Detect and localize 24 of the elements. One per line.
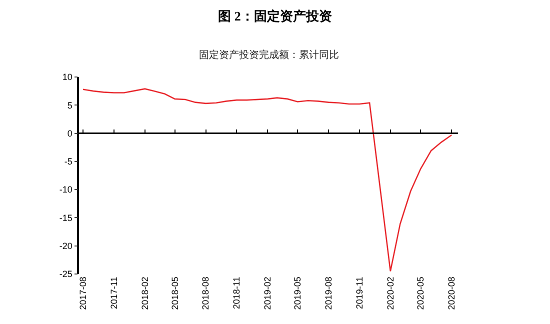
x-tick-label: 2020-08	[446, 276, 457, 310]
x-tick-label: 2018-05	[170, 276, 180, 310]
y-tick-label: -10	[59, 184, 72, 195]
y-tick-label: -25	[59, 269, 72, 280]
x-tick-label: 2019-11	[354, 276, 364, 310]
y-tick-label: 10	[62, 72, 72, 82]
x-tick-label: 2017-08	[78, 276, 88, 310]
line-series	[82, 88, 452, 272]
x-tick-label: 2020-05	[416, 276, 426, 310]
x-tick-label: 2017-11	[108, 276, 119, 310]
y-tick-label: 5	[67, 100, 72, 110]
chart-title: 图 2：固定资产投资	[218, 8, 332, 24]
y-tick-label: 0	[67, 128, 72, 138]
chart-subtitle: 固定资产投资完成额：累计同比	[199, 49, 339, 61]
x-tick-label: 2018-11	[232, 276, 242, 310]
x-tick-label: 2019-08	[323, 276, 334, 310]
x-tick-label: 2019-02	[262, 276, 273, 310]
x-tick-label: 2018-02	[140, 276, 150, 310]
y-tick-label: -20	[59, 241, 72, 252]
x-tick-label: 2020-02	[385, 276, 396, 310]
x-tick-label: 2019-05	[292, 276, 303, 310]
x-tick-label: 2018-08	[200, 276, 211, 310]
y-tick-label: -5	[64, 156, 72, 167]
y-tick-label: -15	[59, 212, 72, 223]
